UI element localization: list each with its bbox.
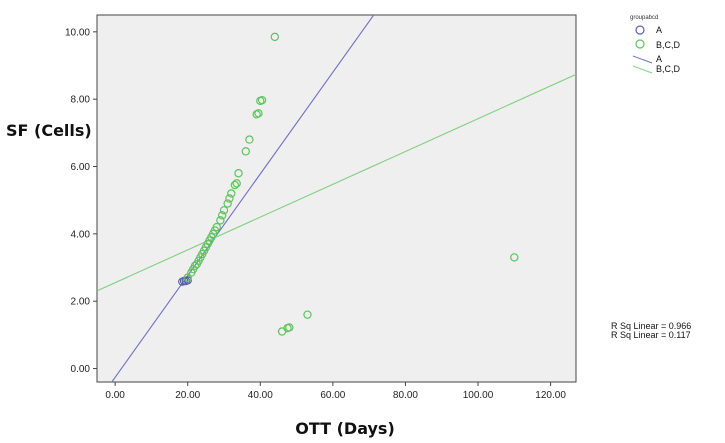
point-BCD <box>217 211 227 220</box>
y-tick-label: 2.00 <box>71 297 91 308</box>
x-tick-label: 80.00 <box>393 390 418 401</box>
fit-line-A <box>111 15 375 382</box>
y-tick-label: 6.00 <box>71 162 91 173</box>
point-BCD <box>285 323 294 332</box>
x-tick-label: 20.00 <box>175 390 200 401</box>
point-BCD <box>216 216 225 225</box>
legend-label-BCD-points: B,C,D <box>656 40 681 50</box>
point-BCD <box>232 179 241 188</box>
point-BCD <box>225 194 234 203</box>
point-BCD <box>234 169 243 178</box>
point-BCD <box>241 147 250 156</box>
legend-marker-A <box>635 25 645 35</box>
y-tick-label: 10.00 <box>65 27 90 38</box>
x-tick-label: 120.00 <box>535 390 566 401</box>
point-BCD <box>245 135 254 144</box>
x-tick-label: 100.00 <box>463 390 494 401</box>
legend-label-A-fit: A <box>656 54 662 64</box>
legend-marker-BCD <box>635 39 645 49</box>
point-BCD <box>257 95 267 105</box>
point-BCD <box>212 222 221 232</box>
legend-line-A <box>632 55 653 64</box>
x-tick-label: 0.00 <box>105 390 125 401</box>
y-tick-label: 0.00 <box>71 364 91 375</box>
point-BCD <box>230 180 240 190</box>
point-BCD <box>510 253 519 262</box>
point-BCD <box>270 32 280 42</box>
plot-area <box>96 14 577 383</box>
legend-line-BCD <box>632 65 653 74</box>
x-tick-label: 60.00 <box>320 390 345 401</box>
x-tick-label: 40.00 <box>248 390 273 401</box>
legend: groupabcd A B,C,D A B,C,D <box>630 15 681 74</box>
rsq-annotation-BCD: R Sq Linear = 0.117 <box>611 330 691 340</box>
point-BCD <box>254 109 263 118</box>
point-BCD <box>223 199 232 208</box>
legend-label-BCD-fit: B,C,D <box>656 64 681 74</box>
point-BCD <box>219 206 229 215</box>
y-tick-label: 4.00 <box>71 229 91 240</box>
x-axis-title: OTT (Days) <box>295 419 395 438</box>
y-tick-label: 8.00 <box>71 95 91 106</box>
fit-line-BCD <box>97 73 576 292</box>
rsq-annotation-A: R Sq Linear = 0.966 <box>611 321 691 331</box>
point-A <box>183 276 192 285</box>
legend-title: groupabcd <box>630 15 658 21</box>
legend-label-A-points: A <box>656 25 662 35</box>
point-BCD <box>227 189 236 198</box>
y-axis-title: SF (Cells) <box>6 121 92 140</box>
point-BCD <box>303 310 312 319</box>
